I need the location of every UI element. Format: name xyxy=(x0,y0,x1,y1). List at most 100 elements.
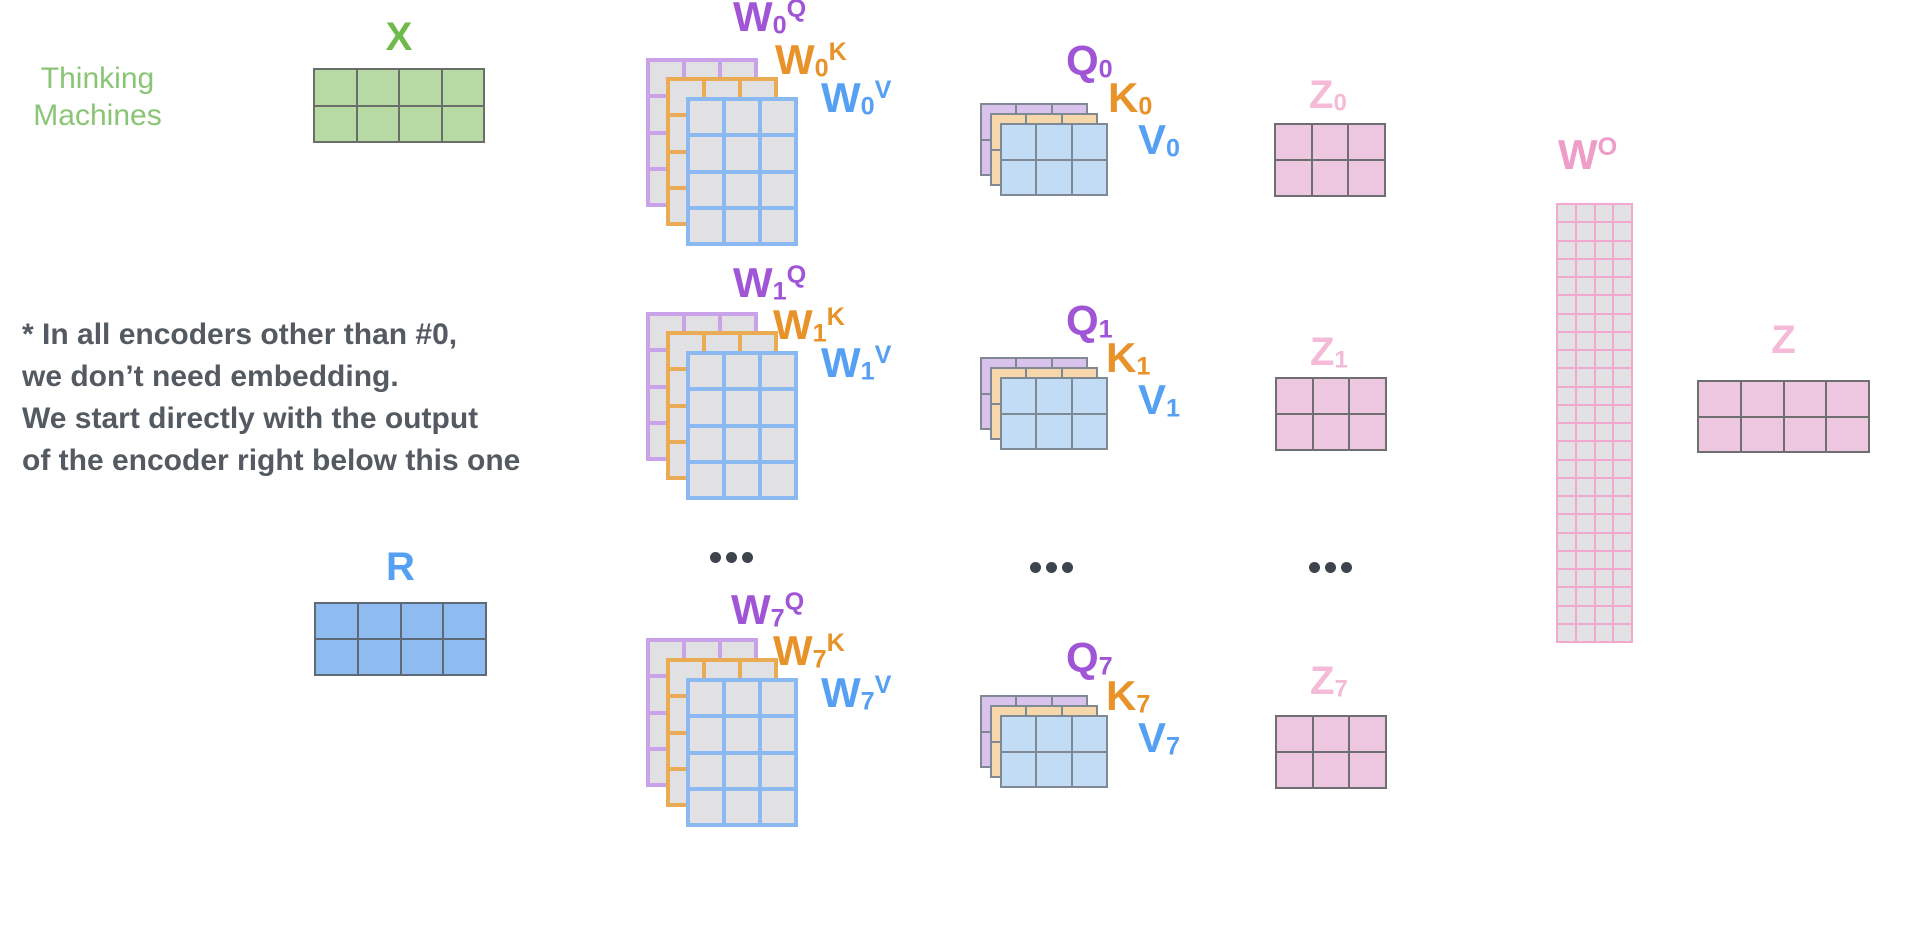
matrix-cell xyxy=(1558,259,1575,276)
matrix-cell xyxy=(444,604,485,638)
matrix-cell xyxy=(400,70,441,105)
matrix-cell xyxy=(1072,414,1106,448)
matrix-cell xyxy=(690,718,722,751)
w1k-label: W1K xyxy=(773,301,845,348)
matrix-cell xyxy=(1614,478,1631,495)
footnote-line: We start directly with the output xyxy=(22,402,479,435)
matrix-cell xyxy=(1576,570,1594,587)
matrix-cell xyxy=(442,106,483,141)
matrix-cell xyxy=(1614,570,1631,587)
matrix-cell xyxy=(1312,161,1348,195)
matrix-cell xyxy=(1576,296,1594,313)
w7q-label: W7Q xyxy=(731,586,805,633)
matrix-cell xyxy=(1614,387,1631,404)
brand-line-2: Machines xyxy=(33,99,162,132)
matrix-cell xyxy=(315,106,356,141)
matrix-cell xyxy=(1576,551,1594,568)
matrix-cell xyxy=(358,640,400,674)
matrix-cell xyxy=(1614,624,1631,641)
footnote-line: * In all encoders other than #0, xyxy=(22,318,458,351)
matrix-cell xyxy=(1350,753,1385,787)
matrix-cell xyxy=(1037,414,1071,448)
matrix-cell xyxy=(1576,314,1594,331)
matrix-cell xyxy=(1614,424,1631,441)
matrix-cell xyxy=(1558,405,1575,422)
r-input-matrix xyxy=(314,602,487,676)
matrix-cell xyxy=(1037,717,1071,751)
footnote-text: * In all encoders other than #0, we don’… xyxy=(22,314,520,482)
matrix-cell xyxy=(1558,351,1575,368)
matrix-cell xyxy=(1558,205,1575,222)
matrix-cell xyxy=(726,355,758,388)
z7-label: Z7 xyxy=(1310,659,1348,703)
matrix-cell xyxy=(1699,382,1740,416)
matrix-cell xyxy=(1558,533,1575,550)
matrix-cell xyxy=(1595,205,1613,222)
matrix-cell xyxy=(762,790,794,823)
matrix-cell xyxy=(1595,478,1613,495)
matrix-cell xyxy=(1313,379,1349,413)
matrix-cell xyxy=(1595,515,1613,532)
matrix-cell xyxy=(1002,379,1036,413)
matrix-cell xyxy=(1614,497,1631,514)
matrix-cell xyxy=(1002,717,1036,751)
matrix-cell xyxy=(1614,369,1631,386)
matrix-cell xyxy=(1576,351,1594,368)
matrix-cell xyxy=(315,70,356,105)
matrix-cell xyxy=(1576,223,1594,240)
footnote-line: we don’t need embedding. xyxy=(22,360,399,393)
v0-matrix xyxy=(1000,123,1108,196)
matrix-cell xyxy=(1072,717,1106,751)
matrix-cell xyxy=(1576,588,1594,605)
matrix-cell xyxy=(1576,369,1594,386)
matrix-cell xyxy=(1614,223,1631,240)
matrix-cell xyxy=(1595,533,1613,550)
matrix-cell xyxy=(726,718,758,751)
matrix-cell xyxy=(1827,382,1868,416)
matrix-cell xyxy=(690,209,722,242)
k7-label: K7 xyxy=(1106,672,1151,719)
matrix-cell xyxy=(1002,160,1036,194)
z1-output-matrix xyxy=(1275,377,1387,451)
matrix-cell xyxy=(1576,387,1594,404)
matrix-cell xyxy=(1002,125,1036,159)
matrix-cell xyxy=(762,355,794,388)
matrix-cell xyxy=(726,754,758,787)
matrix-cell xyxy=(690,173,722,206)
matrix-cell xyxy=(726,209,758,242)
matrix-cell xyxy=(1313,753,1349,787)
matrix-cell xyxy=(726,173,758,206)
matrix-cell xyxy=(1558,606,1575,623)
more-heads-ellipsis xyxy=(1030,562,1073,573)
q0-label: Q0 xyxy=(1066,37,1113,84)
matrix-cell xyxy=(1595,442,1613,459)
z-final-output-matrix xyxy=(1697,380,1870,453)
matrix-cell xyxy=(1576,259,1594,276)
matrix-cell xyxy=(1576,606,1594,623)
matrix-cell xyxy=(1614,259,1631,276)
matrix-cell xyxy=(762,137,794,170)
matrix-cell xyxy=(1576,424,1594,441)
z-final-label: Z xyxy=(1771,318,1796,362)
matrix-cell xyxy=(1277,753,1312,787)
matrix-cell xyxy=(1614,314,1631,331)
matrix-cell xyxy=(1349,125,1384,159)
matrix-cell xyxy=(1614,533,1631,550)
matrix-cell xyxy=(316,640,357,674)
w0q-label: W0Q xyxy=(733,0,807,40)
matrix-cell xyxy=(1576,332,1594,349)
matrix-cell xyxy=(1277,415,1312,449)
matrix-cell xyxy=(762,754,794,787)
w1-value-weights-matrix xyxy=(686,351,798,500)
r-matrix-label: R xyxy=(386,545,415,589)
matrix-cell xyxy=(762,427,794,460)
matrix-cell xyxy=(1558,296,1575,313)
matrix-cell xyxy=(1072,752,1106,786)
matrix-cell xyxy=(726,682,758,715)
footnote-line: of the encoder right below this one xyxy=(22,444,521,477)
matrix-cell xyxy=(726,463,758,496)
matrix-cell xyxy=(1614,551,1631,568)
more-heads-ellipsis xyxy=(710,552,753,563)
more-heads-ellipsis xyxy=(1309,562,1352,573)
